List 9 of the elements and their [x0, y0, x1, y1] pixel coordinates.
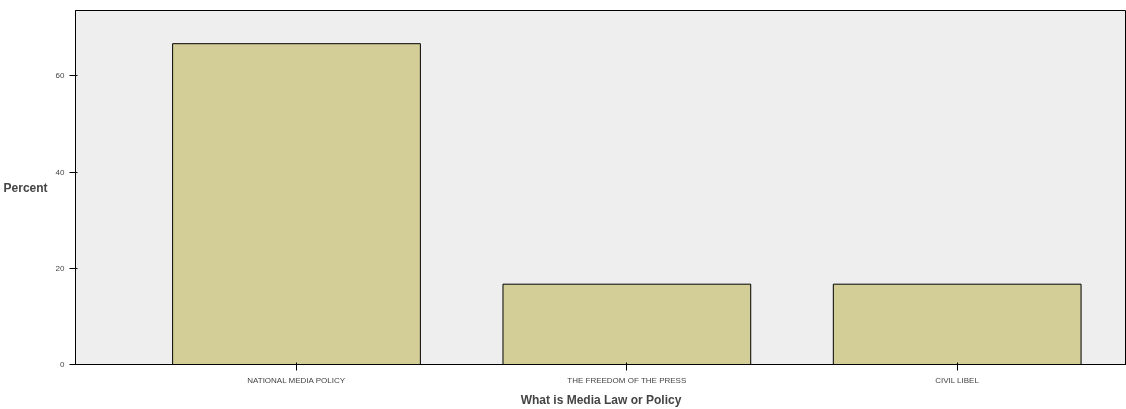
x-tick-label: THE FREEDOM OF THE PRESS	[567, 375, 687, 385]
y-tick-label: 20	[55, 263, 66, 273]
y-axis-title: Percent	[3, 180, 48, 195]
x-tick-label: CIVIL LIBEL	[935, 375, 980, 385]
x-tick-label: NATIONAL MEDIA POLICY	[247, 375, 346, 385]
x-axis-title: What is Media Law or Policy	[520, 392, 682, 407]
y-tick-label: 0	[60, 360, 66, 369]
y-tick-label: 40	[55, 167, 66, 177]
y-tick-label: 60	[55, 71, 66, 81]
